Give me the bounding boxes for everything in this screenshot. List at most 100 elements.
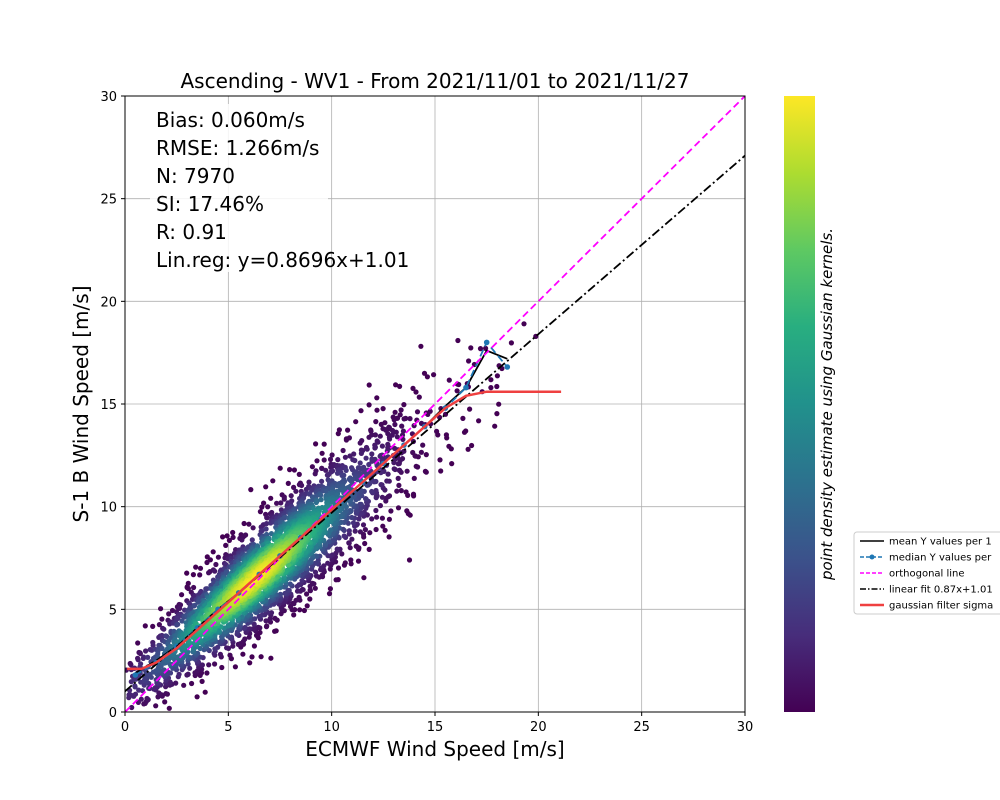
- scatter-point: [309, 464, 315, 470]
- scatter-point: [379, 443, 385, 449]
- scatter-point: [467, 406, 473, 412]
- scatter-point: [219, 664, 225, 671]
- scatter-point: [248, 487, 254, 493]
- legend-label: linear fit 0.87x+1.01: [889, 585, 993, 596]
- scatter-point: [288, 493, 294, 499]
- stat-line: SI: 17.46%: [156, 192, 264, 216]
- scatter-point: [296, 471, 302, 477]
- scatter-point: [213, 561, 219, 568]
- scatter-point: [249, 654, 255, 660]
- scatter-point: [357, 440, 363, 446]
- scatter-point: [341, 472, 347, 478]
- scatter-point: [352, 528, 358, 534]
- scatter-point: [325, 472, 331, 478]
- scatter-point: [357, 460, 363, 466]
- scatter-point: [373, 507, 379, 514]
- series-line-2: [125, 96, 745, 712]
- scatter-point: [232, 664, 238, 670]
- scatter-point: [400, 428, 406, 434]
- scatter-point: [353, 419, 359, 425]
- scatter-point: [388, 508, 394, 514]
- scatter-point: [413, 463, 419, 469]
- scatter-point: [333, 577, 339, 583]
- scatter-point: [242, 624, 248, 631]
- scatter-point: [181, 682, 187, 688]
- scatter-point: [342, 560, 348, 566]
- scatter-point: [466, 358, 472, 364]
- scatter-point: [369, 488, 375, 495]
- scatter-point: [177, 605, 183, 612]
- scatter-point: [407, 416, 413, 422]
- scatter-point: [128, 662, 134, 668]
- scatter-point: [446, 443, 452, 449]
- scatter-point: [277, 465, 283, 471]
- stat-line: Bias: 0.060m/s: [156, 108, 305, 132]
- scatter-point: [372, 432, 378, 438]
- scatter-point: [443, 432, 449, 438]
- scatter-point: [395, 505, 402, 511]
- scatter-point: [212, 646, 218, 652]
- scatter-point: [326, 591, 333, 597]
- scatter-point: [391, 417, 397, 423]
- stats-box: Bias: 0.060m/s RMSE: 1.266m/s N: 7970 SI: 1…: [150, 104, 409, 272]
- y-tick-label: 5: [109, 603, 117, 618]
- stat-line: RMSE: 1.266m/s: [156, 136, 319, 160]
- scatter-point: [304, 591, 310, 597]
- scatter-point: [150, 642, 156, 649]
- scatter-point: [369, 516, 375, 522]
- scatter-point: [378, 482, 384, 488]
- scatter-point: [138, 696, 144, 702]
- legend-box: [853, 531, 1000, 615]
- scatter-point: [140, 655, 146, 662]
- scatter-point: [318, 565, 324, 571]
- scatter-point: [348, 557, 354, 563]
- scatter-point: [355, 558, 362, 564]
- scatter-point: [230, 534, 236, 541]
- scatter-point: [251, 643, 257, 649]
- scatter-point: [129, 704, 135, 711]
- chart-title: Ascending - WV1 - From 2021/11/01 to 202…: [181, 69, 690, 93]
- scatter-point: [194, 694, 200, 700]
- scatter-point: [343, 437, 349, 443]
- scatter-point: [424, 374, 430, 380]
- scatter-point: [410, 491, 417, 497]
- scatter-point: [297, 607, 303, 613]
- scatter-point: [347, 545, 353, 551]
- scatter-point: [330, 468, 336, 474]
- scatter-point: [392, 445, 398, 451]
- y-axis-ticks: 0 5 10 15 20 25 30: [100, 90, 125, 721]
- scatter-point: [162, 699, 168, 705]
- scatter-point: [263, 521, 270, 527]
- scatter-point: [340, 447, 346, 454]
- scatter-points: [125, 321, 539, 711]
- scatter-point: [193, 564, 199, 570]
- scatter-point: [327, 456, 334, 462]
- scatter-point: [374, 395, 380, 401]
- scatter-point: [143, 648, 149, 654]
- x-tick-label: 20: [530, 720, 547, 735]
- scatter-point: [223, 570, 229, 576]
- scatter-point: [313, 544, 319, 550]
- y-tick-label: 25: [100, 193, 117, 208]
- scatter-point: [265, 504, 271, 510]
- scatter-point: [418, 343, 424, 349]
- series-line-4: [127, 390, 562, 671]
- scatter-point: [299, 482, 305, 488]
- scatter-point: [281, 496, 287, 502]
- scatter-point: [319, 478, 325, 484]
- scatter-point: [135, 657, 141, 663]
- scatter-point: [403, 489, 409, 495]
- scatter-point: [264, 515, 270, 521]
- scatter-point: [314, 458, 320, 464]
- scatter-point: [313, 441, 319, 447]
- y-tick-label: 20: [100, 295, 117, 310]
- y-tick-label: 30: [100, 90, 117, 105]
- scatter-point: [296, 582, 302, 588]
- scatter-point: [189, 680, 195, 687]
- scatter-point: [145, 654, 151, 661]
- scatter-point: [386, 516, 392, 522]
- scatter-point: [477, 346, 484, 352]
- scatter-point: [159, 616, 165, 622]
- scatter-point: [396, 467, 402, 473]
- scatter-point: [161, 626, 167, 632]
